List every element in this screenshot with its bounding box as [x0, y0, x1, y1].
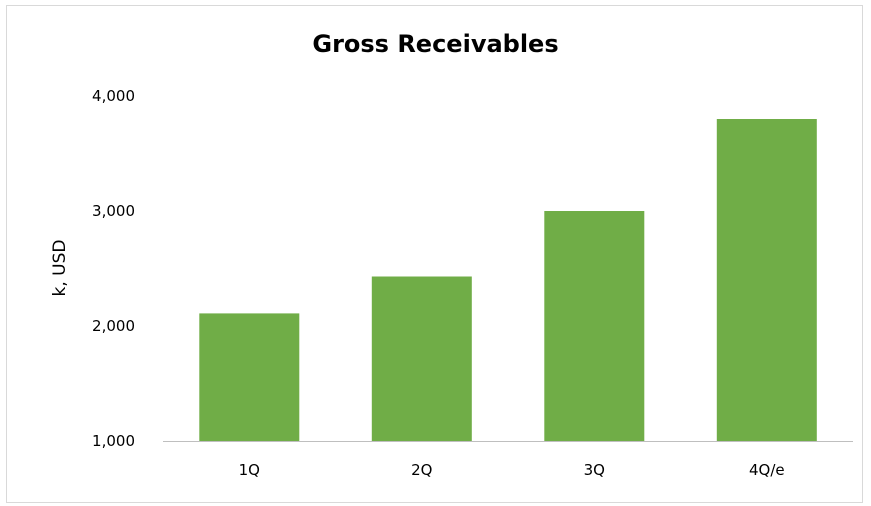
x-tick-label: 2Q — [411, 461, 432, 479]
y-tick-labels: 1,000 2,000 3,000 4,000 — [92, 87, 135, 450]
x-tick-label: 1Q — [239, 461, 260, 479]
chart-title: Gross Receivables — [312, 30, 559, 58]
y-tick-label: 2,000 — [92, 317, 135, 335]
bar-1q — [199, 313, 300, 441]
bar-series — [199, 119, 817, 441]
bar-3q — [544, 211, 645, 441]
bar-2q — [371, 276, 472, 441]
x-tick-labels: 1Q 2Q 3Q 4Q/e — [239, 461, 785, 479]
y-tick-label: 4,000 — [92, 87, 135, 105]
x-tick-label: 4Q/e — [749, 461, 785, 479]
y-tick-label: 3,000 — [92, 202, 135, 220]
y-tick-label: 1,000 — [92, 432, 135, 450]
bar-4q-e — [716, 119, 817, 441]
x-tick-label: 3Q — [584, 461, 605, 479]
